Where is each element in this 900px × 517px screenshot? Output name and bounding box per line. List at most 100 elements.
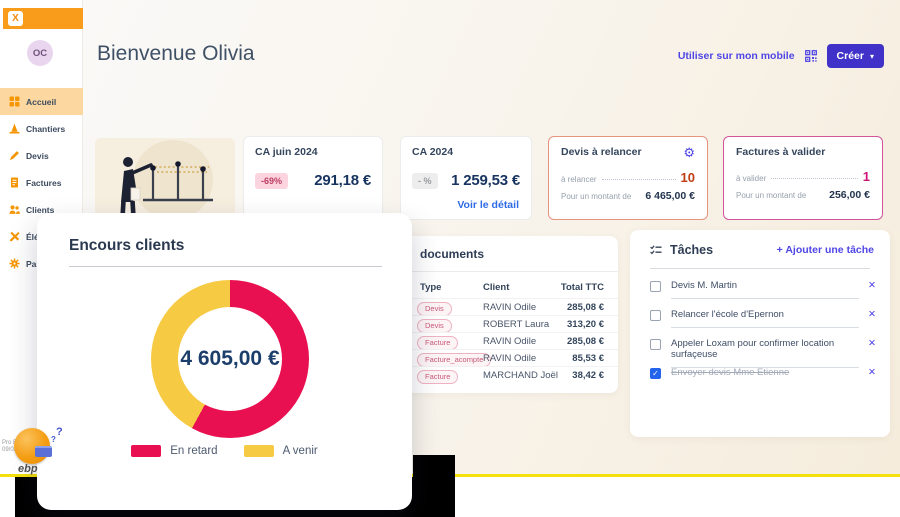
- divider: [395, 271, 618, 272]
- kpi-title: Devis à relancer: [561, 146, 642, 158]
- chevron-down-icon: ▾: [869, 51, 874, 61]
- qr-code-icon[interactable]: [804, 50, 817, 62]
- task-checkbox[interactable]: [650, 310, 661, 321]
- table-row[interactable]: Facture_acompte RAVIN Odile 85,53 €: [395, 349, 618, 367]
- kpi-amount-label: Pour un montant de: [561, 192, 632, 201]
- legend-item-en-retard: En retard: [131, 445, 218, 457]
- table-row[interactable]: Facture MARCHAND Joël 38,42 €: [395, 366, 618, 384]
- task-item: Appeler Loxam pour confirmer location su…: [650, 338, 876, 368]
- sidebar-item-label: Clients: [26, 204, 55, 215]
- task-checkbox[interactable]: [650, 339, 661, 350]
- kpi-value: 1 259,53 €: [451, 172, 520, 189]
- kpi-card-devis-a-relancer: Devis à relancer ⚙ à relancer 10 Pour un…: [548, 136, 708, 220]
- delete-task-icon[interactable]: ✕: [868, 280, 876, 291]
- header-actions: Utiliser sur mon mobile Créer ▾: [678, 44, 884, 68]
- kpi-card-ca-year: CA 2024 - % 1 259,53 € Voir le détail: [400, 136, 532, 220]
- app-logo: X: [8, 11, 23, 26]
- legend-swatch-yellow: [243, 445, 274, 457]
- kpi-count: 1: [862, 169, 870, 184]
- task-checkbox-checked[interactable]: ✓: [650, 368, 661, 379]
- divider: [69, 266, 382, 267]
- column-type: Type: [420, 282, 442, 293]
- sidebar-item-clients[interactable]: Clients: [0, 196, 83, 223]
- create-button-label: Créer: [836, 50, 864, 62]
- ebp-logo-circle: ? ?: [14, 426, 63, 464]
- doc-type-badge: Devis: [417, 318, 452, 333]
- task-list: Devis M. Martin ✕ Relancer l'école d'Epe…: [650, 280, 876, 391]
- column-client: Client: [483, 282, 510, 293]
- divider: [650, 268, 870, 269]
- ebp-watermark: Pro Re 09/03 ? ? ebp: [2, 424, 63, 476]
- kpi-amount: 256,00 €: [829, 189, 870, 201]
- settings-gear-icon[interactable]: ⚙: [683, 145, 695, 160]
- kpi-value: 291,18 €: [314, 172, 371, 189]
- watermark-note: Pro Re: [2, 440, 21, 446]
- invoice-icon: [10, 177, 19, 188]
- delete-task-icon[interactable]: ✕: [868, 338, 876, 349]
- task-checkbox[interactable]: [650, 281, 661, 292]
- cone-icon: [9, 123, 20, 134]
- chart-legend: En retard A venir: [37, 445, 412, 457]
- legend-item-a-venir: A venir: [243, 445, 318, 457]
- create-button[interactable]: Créer ▾: [826, 44, 884, 68]
- kpi-count-label: à relancer: [561, 175, 597, 184]
- watermark-note: 09/03: [2, 447, 18, 453]
- doc-client: RAVIN Odile: [483, 302, 537, 313]
- documents-panel: documents Type Client Total TTC Devis RA…: [395, 236, 618, 393]
- table-row[interactable]: Devis ROBERT Laura 313,20 €: [395, 315, 618, 333]
- doc-client: ROBERT Laura: [483, 319, 550, 330]
- legend-label: En retard: [170, 445, 218, 457]
- ebp-brand-text: ebp: [18, 463, 38, 475]
- sidebar-item-label: Devis: [26, 150, 49, 161]
- checklist-icon: [650, 245, 662, 255]
- kpi-card-factures-a-valider: Factures à valider à valider 1 Pour un m…: [723, 136, 883, 220]
- folder-icon: [35, 446, 52, 457]
- modal-title: Encours clients: [69, 237, 185, 254]
- delete-task-icon[interactable]: ✕: [868, 367, 876, 378]
- illustration-card: [95, 138, 235, 218]
- documents-panel-title: documents: [420, 247, 485, 261]
- presenter-illustration: [120, 140, 213, 218]
- sidebar-item-accueil[interactable]: Accueil: [0, 88, 83, 115]
- task-label[interactable]: Relancer l'école d'Epernon: [671, 309, 860, 328]
- grid-icon: [9, 96, 20, 107]
- pencil-icon: [9, 151, 19, 161]
- page-title: Bienvenue Olivia: [97, 42, 255, 65]
- doc-total: 85,53 €: [572, 353, 604, 364]
- tasks-panel: Tâches + Ajouter une tâche Devis M. Mart…: [630, 230, 890, 437]
- sidebar-item-label: Chantiers: [26, 123, 66, 134]
- table-row[interactable]: Facture RAVIN Odile 285,08 €: [395, 332, 618, 350]
- table-row[interactable]: Devis RAVIN Odile 285,08 €: [395, 298, 618, 316]
- sidebar-item-label: Factures: [26, 177, 62, 188]
- sidebar-item-label: Accueil: [26, 96, 57, 107]
- mobile-link[interactable]: Utiliser sur mon mobile: [677, 50, 795, 62]
- add-task-button[interactable]: + Ajouter une tâche: [776, 244, 874, 256]
- dotted-leader: [601, 179, 676, 180]
- task-label[interactable]: Appeler Loxam pour confirmer location su…: [671, 338, 860, 368]
- task-item: Relancer l'école d'Epernon ✕: [650, 309, 876, 338]
- dotted-leader: [771, 178, 858, 179]
- task-item-completed: ✓ Envoyer devis Mme Etienne ✕: [650, 367, 876, 391]
- kpi-card-ca-month: CA juin 2024 -69% 291,18 €: [243, 136, 383, 218]
- avatar[interactable]: OC: [27, 40, 53, 66]
- donut-center-value: 4 605,00 €: [180, 347, 280, 370]
- sidebar-item-devis[interactable]: Devis: [0, 142, 83, 169]
- column-total-ttc: Total TTC: [560, 282, 604, 293]
- delete-task-icon[interactable]: ✕: [868, 309, 876, 320]
- legend-label: A venir: [282, 445, 318, 457]
- table-body: Devis RAVIN Odile 285,08 € Devis ROBERT …: [395, 298, 618, 384]
- sidebar-item-chantiers[interactable]: Chantiers: [0, 115, 83, 142]
- question-mark-icon: ?: [51, 435, 56, 444]
- kpi-count-label: à valider: [736, 174, 767, 183]
- task-label[interactable]: Envoyer devis Mme Etienne: [671, 367, 790, 378]
- encours-donut: [151, 280, 309, 438]
- black-backdrop: [413, 455, 455, 517]
- task-label[interactable]: Devis M. Martin: [671, 280, 860, 299]
- encours-clients-modal: Encours clients 4 605,00 € En retard A v…: [37, 213, 412, 510]
- doc-type-badge: Facture: [417, 335, 459, 350]
- trend-badge: - %: [412, 172, 438, 189]
- sidebar-item-factures[interactable]: Factures: [0, 169, 83, 196]
- kpi-title: Factures à valider: [736, 146, 826, 158]
- detail-link[interactable]: Voir le détail: [457, 199, 519, 211]
